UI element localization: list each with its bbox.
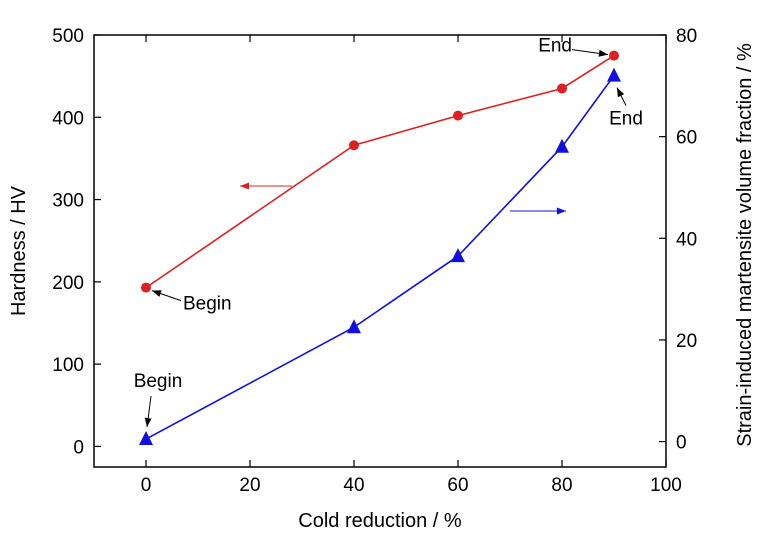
data-markers: [139, 50, 621, 446]
series-0-point: [141, 282, 151, 293]
x-tick-label: 0: [141, 475, 152, 496]
annotation-arrow-head: [152, 290, 162, 297]
annotation-begin: Begin: [134, 371, 183, 392]
x-tick-label: 40: [343, 475, 364, 496]
annotation-arrows: [144, 49, 627, 428]
axis-ticks: [94, 34, 667, 467]
annotation-end: End: [538, 36, 572, 57]
series-0-point: [609, 50, 619, 61]
x-axis-title: Cold reduction / %: [298, 510, 462, 532]
annotation-arrow-head: [598, 49, 608, 57]
y2-tick-label: 60: [676, 128, 697, 149]
y-tick-label: 400: [52, 108, 84, 129]
x-tick-label: 60: [447, 475, 468, 496]
series-line-1: [145, 75, 615, 440]
x-tick-label: 80: [551, 475, 572, 496]
series-1-point: [555, 138, 569, 153]
plot-frame: [93, 34, 667, 468]
series-0-point: [557, 83, 567, 94]
series-1-point: [607, 67, 621, 82]
series-0-point: [349, 140, 359, 151]
y-tick-label: 300: [52, 191, 84, 212]
y-tick-label: 200: [52, 273, 84, 294]
y-tick-label: 100: [52, 355, 84, 376]
series-lines: [145, 54, 615, 440]
series-1-point: [347, 319, 361, 334]
annotations: Begin End Begin End: [134, 36, 643, 392]
axis-arrow-left-head: [240, 182, 249, 190]
axis-arrow-right-head: [557, 207, 566, 215]
x-tick-label: 100: [650, 475, 682, 496]
y2-tick-label: 80: [676, 26, 697, 47]
annotation-arrow-head: [617, 87, 625, 98]
series-1-point: [139, 431, 153, 446]
y-tick-label: 0: [73, 437, 84, 458]
annotation-begin: Begin: [183, 294, 232, 315]
y2-tick-label: 20: [676, 331, 697, 352]
tick-labels: 0 20 40 60 80 100 0 100 200 300 400 500 0 20 40 60 80: [52, 26, 697, 496]
series-line-0: [145, 54, 615, 289]
y2-tick-label: 0: [676, 433, 687, 454]
annotation-arrow-head: [144, 417, 152, 428]
y-tick-label: 500: [52, 26, 84, 47]
right-axis-title: Strain-induced martensite volume fractio…: [734, 43, 756, 447]
y2-tick-label: 40: [676, 229, 697, 250]
series-1-point: [451, 248, 465, 263]
series-0-point: [453, 110, 463, 121]
x-tick-label: 20: [239, 475, 260, 496]
left-axis-title: Hardness / HV: [8, 185, 30, 316]
annotation-end: End: [609, 109, 643, 130]
